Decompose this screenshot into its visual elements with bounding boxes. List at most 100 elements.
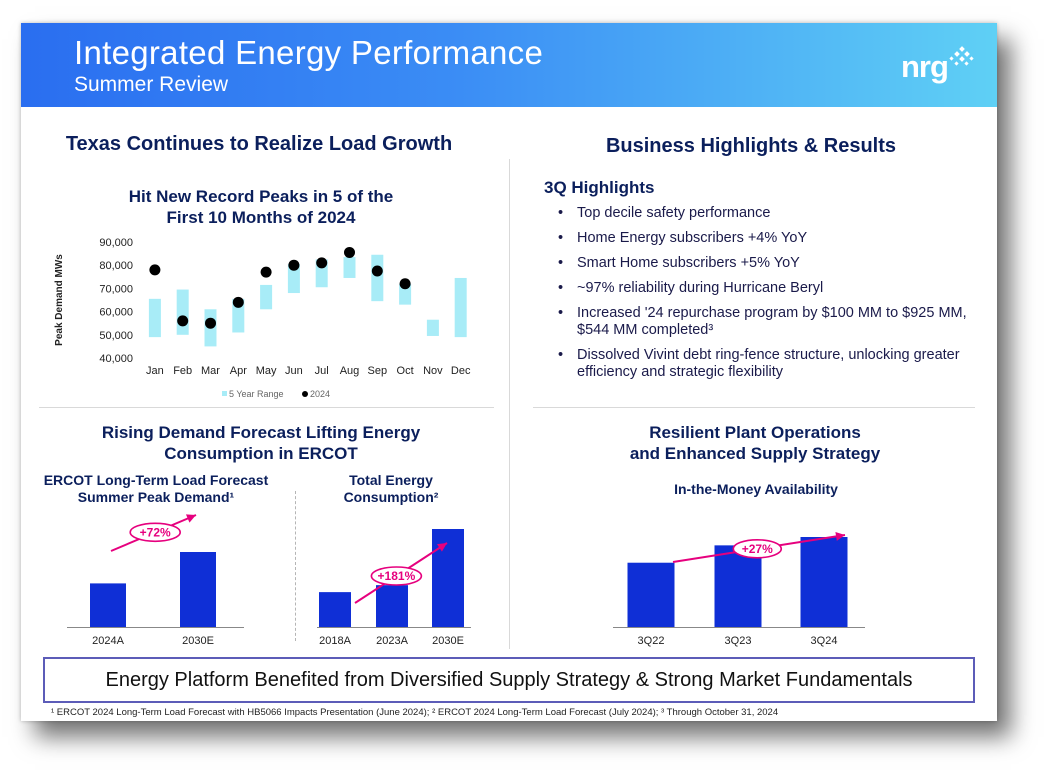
growth-label: +181% [378,569,416,583]
ercot-chart-title: ERCOT Long-Term Load Forecast Summer Pea… [21,472,291,506]
demand-forecast-title: Rising Demand Forecast Lifting Energy Co… [41,422,481,464]
x-tick-label: Jul [315,365,329,377]
x-tick-label: Mar [201,365,220,377]
highlight-text: Increased '24 repurchase program by $100… [577,305,967,338]
texas-section-title: Texas Continues to Realize Load Growth [65,133,453,155]
range-bar [454,277,467,338]
bullet-marker: • [558,347,564,363]
peak-chart-title-line2: First 10 Months of 2024 [166,208,356,227]
growth-arrow-head [835,531,845,541]
data-point [232,296,244,308]
range-bar [343,257,356,278]
bar [376,585,408,627]
x-tick-label: Sep [368,365,388,377]
range-bar [399,283,412,305]
growth-arrow-head [185,514,196,523]
x-tick-label: 2018A [319,635,351,647]
y-tick-label: 40,000 [99,353,133,365]
x-tick-label: Jun [285,365,303,377]
x-tick-label: Jan [146,365,164,377]
range-bar [260,284,273,310]
x-tick-label: 3Q24 [811,635,838,647]
logo-text: nrg [901,49,949,84]
x-tick-label: 2030E [182,635,214,647]
peak-demand-chart: Peak Demand MWs 40,000 50,000 60,000 70,000 8… [54,237,471,399]
business-section-title: Business Highlights & Results [605,135,897,157]
page-subtitle: Summer Review [74,73,229,96]
data-point [260,266,272,278]
highlight-text: Home Energy subscribers +4% YoY [577,230,808,246]
peak-chart-title: Hit New Record Peaks in 5 of the First 1… [51,186,471,228]
data-point [399,278,411,290]
highlights-title: 3Q Highlights [544,178,655,197]
data-point [316,257,328,269]
bar [180,552,216,627]
data-point [205,317,216,329]
summary-banner: Energy Platform Benefited from Diversifi… [43,657,975,703]
x-tick-label: May [256,365,277,377]
list-item: • Smart Home subscribers +5% YoY [556,255,976,272]
plant-ops-title-line2: and Enhanced Supply Strategy [629,444,881,463]
x-tick-label: 2023A [376,635,408,647]
data-point [371,265,383,277]
x-tick-label: 3Q22 [638,635,665,647]
header-band: Integrated Energy Performance Summer Rev… [21,23,997,107]
left-bottom-dashed-divider [295,491,296,641]
list-item: • Home Energy subscribers +4% YoY [556,230,976,247]
legend-label-2024: 2024 [310,389,330,399]
y-tick-label: 80,000 [99,260,133,272]
list-item: • Top decile safety performance [556,205,976,222]
bullet-marker: • [558,305,564,321]
growth-label-oval [732,538,783,559]
range-bar [426,319,439,336]
x-tick-label: 2024A [92,635,124,647]
y-tick-label: 70,000 [99,283,133,295]
x-tick-label: Oct [397,365,414,377]
consumption-chart-title-line1: Total Energy [349,472,433,488]
bullet-marker: • [558,230,564,246]
ercot-chart-title-line2: Summer Peak Demand¹ [77,489,235,505]
data-point [149,264,161,276]
page-title: Integrated Energy Performance [74,34,544,71]
x-tick-label: Aug [340,365,360,377]
data-point [177,315,189,327]
data-point [288,259,300,271]
x-tick-label: Dec [451,365,471,377]
slide: Integrated Energy Performance Summer Rev… [21,23,997,721]
bar [800,537,848,627]
highlight-text: Smart Home subscribers +5% YoY [577,255,800,271]
center-divider [509,159,510,649]
bullet-marker: • [558,255,564,271]
x-tick-label: 3Q23 [725,635,752,647]
bullet-marker: • [558,280,564,296]
y-tick-label: 50,000 [99,330,133,342]
right-row-divider [533,407,975,408]
growth-label: +27% [742,542,773,556]
ercot-chart-title-line1: ERCOT Long-Term Load Forecast [43,472,269,488]
plant-ops-title: Resilient Plant Operations and Enhanced … [545,422,965,464]
footnote: ¹ ERCOT 2024 Long-Term Load Forecast wit… [51,707,779,718]
legend-label-range: 5 Year Range [229,389,284,399]
highlight-text: Dissolved Vivint debt ring-fence structu… [577,347,960,380]
bar [714,545,762,627]
legend-swatch-2024 [302,391,308,397]
bar [627,562,675,627]
x-tick-label: 2030E [432,635,464,647]
in-the-money-chart: 3Q22 3Q23 3Q24 +27% [613,531,865,647]
x-tick-label: Feb [173,365,192,377]
nrg-logo: nrg [901,45,981,95]
range-bar [148,298,161,338]
demand-forecast-title-line2: Consumption in ERCOT [164,444,358,463]
growth-arrow-head [437,543,447,552]
y-tick-label: 90,000 [99,237,133,249]
growth-label: +72% [140,525,171,539]
list-item: • Dissolved Vivint debt ring-fence struct… [556,347,976,381]
growth-label-oval [370,566,423,586]
highlights-list: • Top decile safety performance • Home Ene… [556,205,976,389]
plant-ops-title-line1: Resilient Plant Operations [649,423,861,442]
x-tick-label: Nov [423,365,443,377]
range-bar [371,254,384,302]
data-point [344,246,355,258]
y-tick-label: 60,000 [99,307,133,319]
y-axis-label: Peak Demand MWs [54,254,65,346]
